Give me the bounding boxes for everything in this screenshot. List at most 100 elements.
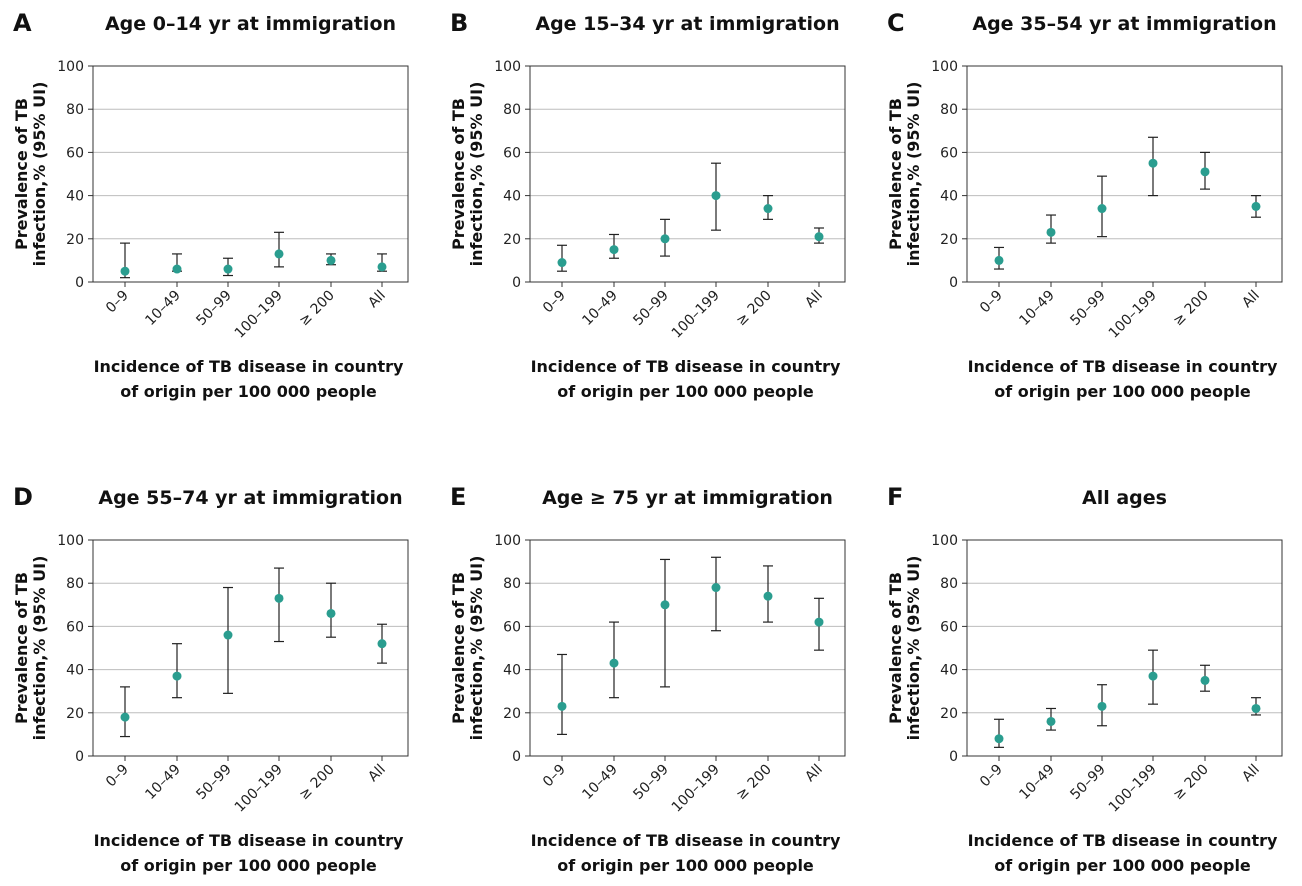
x-tick-label: 50–99 (193, 288, 234, 329)
y-tick-label: 0 (512, 275, 521, 291)
x-tick-label: ≥ 200 (733, 288, 775, 330)
data-point (1148, 671, 1158, 681)
data-point (660, 600, 670, 610)
x-tick-label: ≥ 200 (1170, 288, 1212, 330)
y-tick-label: 20 (503, 706, 521, 722)
y-tick-label: 60 (503, 145, 521, 161)
panel-letter: A (13, 9, 32, 37)
panel-letter: B (450, 9, 468, 37)
x-axis-label: of origin per 100 000 people (557, 382, 814, 401)
plot-frame (966, 539, 1283, 757)
chart-title: Age 35–54 yr at immigration (972, 13, 1276, 35)
y-tick-label: 40 (66, 189, 84, 205)
data-point (711, 583, 721, 593)
data-point (377, 262, 387, 272)
chart-panel-d: D Age 55–74 yr at immigration 0 20 40 60 80 100… (12, 483, 409, 875)
data-point (1200, 167, 1210, 177)
y-tick-label: 60 (940, 619, 958, 635)
plot-frame (529, 539, 846, 757)
data-point (377, 639, 387, 649)
y-tick-label: 0 (949, 749, 958, 765)
chart-panel-c: C Age 35–54 yr at immigration 0 20 40 60 80 100… (886, 9, 1283, 401)
x-tick-label: 100–199 (232, 762, 286, 816)
y-tick-label: 0 (75, 749, 84, 765)
data-point (120, 712, 130, 722)
y-axis-label: Prevalence of TB (449, 572, 468, 724)
y-tick-label: 40 (940, 663, 958, 679)
data-point (223, 630, 233, 640)
x-tick-label: 0–9 (977, 762, 1006, 791)
plot-frame (966, 65, 1283, 283)
x-tick-label: 10–49 (579, 762, 620, 803)
chart-title: Age 0–14 yr at immigration (105, 13, 396, 35)
data-point (326, 608, 336, 618)
y-axis-label: infection,% (95% UI) (467, 556, 486, 741)
data-point (763, 204, 773, 214)
x-tick-label: 10–49 (1016, 762, 1057, 803)
y-axis-label: Prevalence of TB (449, 98, 468, 250)
data-point (1148, 158, 1158, 168)
chart-title: Age 15–34 yr at immigration (535, 13, 839, 35)
data-point (609, 245, 619, 255)
x-axis-label: Incidence of TB disease in country (531, 357, 841, 376)
data-point (814, 232, 824, 242)
x-tick-label: 100–199 (1106, 288, 1160, 342)
x-axis-label: Incidence of TB disease in country (531, 831, 841, 850)
data-point (609, 658, 619, 668)
x-tick-label: ≥ 200 (296, 762, 338, 804)
data-point (711, 191, 721, 201)
x-tick-label: 10–49 (579, 288, 620, 329)
y-axis-label: infection,% (95% UI) (904, 556, 923, 741)
y-tick-label: 100 (57, 533, 84, 549)
chart-panel-b: B Age 15–34 yr at immigration 0 20 40 60 80 100… (449, 9, 846, 401)
plot-frame (529, 65, 846, 283)
x-tick-label: 50–99 (193, 762, 234, 803)
data-point (172, 264, 182, 274)
data-point (763, 591, 773, 601)
data-point (1097, 204, 1107, 214)
x-tick-label: 50–99 (1067, 288, 1108, 329)
data-point (223, 264, 233, 274)
x-axis-label: of origin per 100 000 people (557, 856, 814, 875)
data-point (660, 234, 670, 244)
y-tick-label: 20 (940, 232, 958, 248)
data-point (1097, 701, 1107, 711)
y-tick-label: 40 (503, 189, 521, 205)
x-axis-label: Incidence of TB disease in country (968, 357, 1278, 376)
data-point (814, 617, 824, 627)
x-tick-label: 100–199 (669, 762, 723, 816)
data-point (1251, 201, 1261, 211)
x-tick-label: 10–49 (1016, 288, 1057, 329)
x-tick-label: ≥ 200 (1170, 762, 1212, 804)
x-tick-label: All (802, 762, 826, 786)
data-point (274, 249, 284, 259)
y-axis-label: infection,% (95% UI) (30, 82, 49, 267)
plot-frame (92, 539, 409, 757)
panel-letter: E (450, 483, 466, 511)
x-tick-label: All (365, 762, 389, 786)
chart-panel-f: F All ages 0 20 40 60 80 100 0–9 10–49 50–99100–19… (886, 483, 1283, 875)
y-tick-label: 20 (503, 232, 521, 248)
y-tick-label: 60 (66, 145, 84, 161)
y-axis-label: infection,% (95% UI) (904, 82, 923, 267)
x-tick-label: 100–199 (1106, 762, 1160, 816)
chart-panel-a: A Age 0–14 yr at immigration 0 20 40 60 80 100 0… (12, 9, 409, 401)
y-tick-label: 60 (503, 619, 521, 635)
plot-frame (92, 65, 409, 283)
y-tick-label: 0 (512, 749, 521, 765)
x-tick-label: 0–9 (540, 288, 569, 317)
x-tick-label: ≥ 200 (733, 762, 775, 804)
y-tick-label: 80 (940, 576, 958, 592)
y-tick-label: 80 (503, 102, 521, 118)
y-axis-label: infection,% (95% UI) (30, 556, 49, 741)
y-tick-label: 100 (931, 533, 958, 549)
y-tick-label: 100 (494, 59, 521, 75)
x-axis-label: Incidence of TB disease in country (968, 831, 1278, 850)
y-axis-label: Prevalence of TB (12, 98, 31, 250)
y-tick-label: 80 (940, 102, 958, 118)
x-tick-label: 10–49 (142, 288, 183, 329)
y-tick-label: 40 (940, 189, 958, 205)
y-axis-label: Prevalence of TB (886, 98, 905, 250)
